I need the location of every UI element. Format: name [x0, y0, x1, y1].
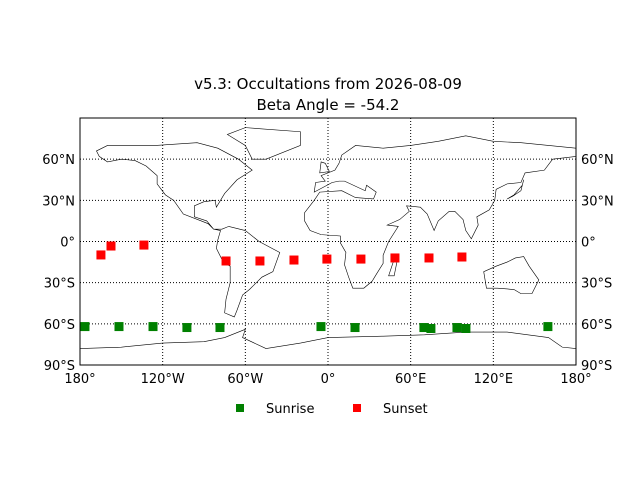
x-tick-label: 120°E — [474, 372, 514, 387]
y-tick-label-right: 30°N — [581, 194, 614, 209]
marker — [543, 322, 553, 332]
y-tick-label: 30°N — [42, 194, 75, 209]
marker — [457, 252, 467, 262]
y-tick-label: 90°S — [44, 359, 75, 374]
marker — [452, 323, 462, 333]
marker — [316, 322, 326, 332]
marker — [106, 241, 116, 251]
marker — [255, 256, 265, 266]
marker — [148, 322, 158, 332]
y-tick-label-right: 30°S — [581, 277, 612, 292]
marker — [182, 323, 192, 333]
marker — [350, 323, 360, 333]
legend-marker — [353, 404, 361, 412]
legend-label: Sunset — [383, 402, 428, 417]
x-tick-label: 60°W — [227, 372, 263, 387]
marker — [356, 254, 366, 264]
x-tick-label: 0° — [321, 372, 336, 387]
y-tick-label-right: 60°S — [581, 318, 612, 333]
legend-label: Sunrise — [266, 402, 314, 417]
marker — [322, 254, 332, 264]
marker — [114, 322, 124, 332]
marker — [96, 250, 106, 260]
marker — [289, 255, 299, 265]
y-tick-label: 30°S — [44, 277, 75, 292]
chart-title: v5.3: Occultations from 2026-08-09 — [194, 75, 462, 93]
x-tick-label: 180° — [560, 372, 591, 387]
x-tick-label: 60°E — [395, 372, 426, 387]
y-tick-label-right: 90°S — [581, 359, 612, 374]
coastlines — [80, 128, 576, 349]
x-tick-label: 180° — [64, 372, 95, 387]
marker — [215, 323, 225, 333]
marker — [221, 256, 231, 266]
marker — [461, 323, 471, 333]
y-tick-label-right: 60°N — [581, 153, 614, 168]
y-tick-label: 60°N — [42, 153, 75, 168]
x-tick-label: 120°W — [141, 372, 185, 387]
y-tick-label-right: 0° — [581, 236, 596, 251]
y-tick-label: 60°S — [44, 318, 75, 333]
marker — [426, 323, 436, 333]
marker — [80, 322, 90, 332]
marker — [390, 253, 400, 263]
marker — [424, 253, 434, 263]
y-tick-label: 0° — [60, 236, 75, 251]
chart-subtitle: Beta Angle = -54.2 — [257, 96, 400, 114]
marker — [139, 240, 149, 250]
legend-marker — [236, 404, 244, 412]
